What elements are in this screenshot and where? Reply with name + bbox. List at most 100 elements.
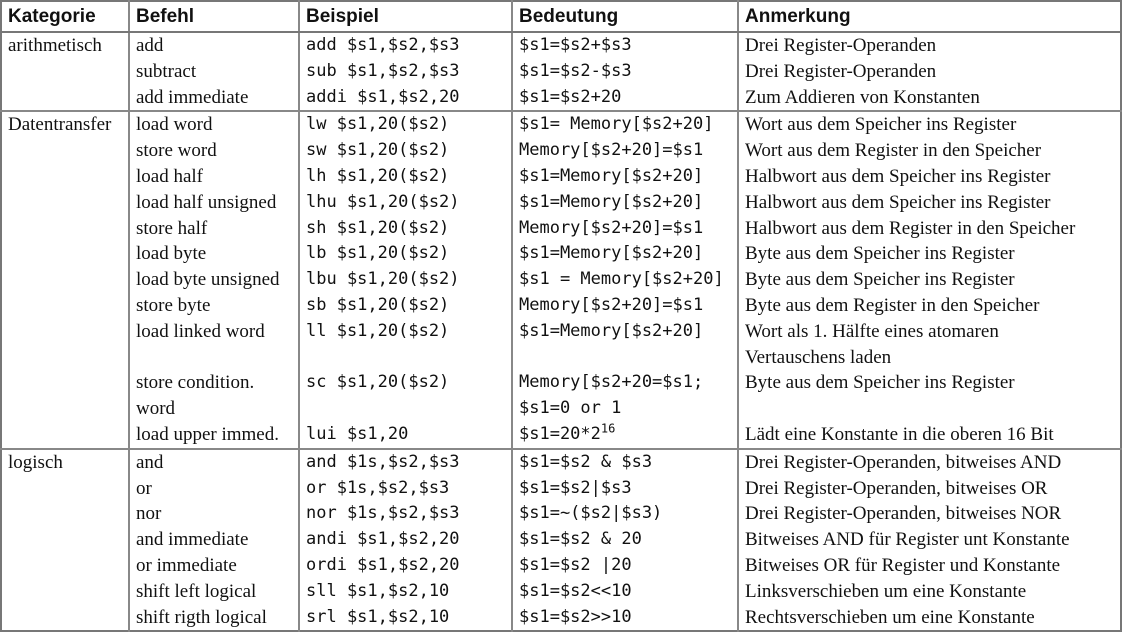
- table-row: and immediate andi $s1,$s2,20 $s1=$s2 & 20…: [1, 527, 1121, 553]
- cell-anmerkung: Lädt eine Konstante in die oberen 16 Bit: [737, 421, 1121, 449]
- table-row: load upper immed. lui $s1,20 $s1=20*216 Läd…: [1, 421, 1121, 449]
- exponent: 16: [600, 421, 616, 436]
- cell-kategorie: [1, 267, 129, 293]
- bedeutung-text: Memory[$s2+20]=$s1: [519, 294, 704, 315]
- cell-anmerkung: Zum Addieren von Konstanten: [737, 84, 1121, 112]
- cell-kategorie: [1, 501, 129, 527]
- cell-kategorie: [1, 476, 129, 502]
- cell-anmerkung: Drei Register-Operanden, bitweises AND: [737, 447, 1121, 476]
- cell-beispiel: sub $s1,$s2,$s3: [298, 58, 512, 85]
- table-row: shift rigth logical srl $s1,$s2,10 $s1=$s2…: [1, 604, 1121, 632]
- cell-befehl: load half unsigned: [128, 189, 299, 216]
- cell-beispiel: nor $1s,$s2,$s3: [298, 501, 512, 528]
- cell-anmerkung: Linksverschieben um eine Konstante: [737, 578, 1121, 605]
- cell-anmerkung: Bitweises OR für Register und Konstante: [737, 552, 1121, 579]
- table-row: load byte unsigned lbu $s1,20($s2) $s1 = M…: [1, 267, 1121, 293]
- cell-beispiel: lhu $s1,20($s2): [298, 189, 512, 216]
- cell-bedeutung: $s1=~($s2|$s3): [511, 501, 738, 528]
- cell-befehl: store byte: [128, 292, 299, 319]
- cell-befehl: shift rigth logical: [128, 604, 299, 632]
- cell-befehl: shift left logical: [128, 578, 299, 605]
- cell-bedeutung: $s1=Memory[$s2+20]: [511, 241, 738, 268]
- cell-anmerkung: Rechtsverschieben um eine Konstante: [737, 604, 1121, 632]
- cell-anmerkung: Byte aus dem Speicher ins Register: [737, 370, 1121, 422]
- cell-beispiel: lh $s1,20($s2): [298, 163, 512, 190]
- cell-beispiel: add $s1,$s2,$s3: [298, 31, 512, 59]
- bedeutung-text: $s1=$s2 & 20: [519, 529, 642, 550]
- cell-kategorie: arithmetisch: [1, 31, 129, 59]
- cell-bedeutung: $s1=$s2>>10: [511, 604, 738, 632]
- cell-beispiel: lbu $s1,20($s2): [298, 267, 512, 293]
- cell-anmerkung: Drei Register-Operanden: [737, 58, 1121, 85]
- cell-befehl: add immediate: [128, 84, 299, 112]
- table-row: arithmetisch add add $s1,$s2,$s3 $s1=$s2+$s…: [1, 31, 1121, 59]
- cell-anmerkung: Halbwort aus dem Speicher ins Register: [737, 163, 1121, 190]
- cell-befehl: nor: [128, 501, 299, 528]
- cell-bedeutung: Memory[$s2+20]=$s1: [511, 292, 738, 319]
- cell-befehl: load byte unsigned: [128, 267, 299, 293]
- cell-bedeutung: $s1=$s2 & $s3: [511, 447, 738, 476]
- cell-befehl: load byte: [128, 241, 299, 268]
- cell-beispiel: ordi $s1,$s2,20: [298, 552, 512, 579]
- cell-beispiel: sh $s1,20($s2): [298, 215, 512, 242]
- cell-anmerkung: Drei Register-Operanden, bitweises OR: [737, 475, 1121, 502]
- cell-anmerkung: Bitweises AND für Register unt Konstante: [737, 527, 1121, 553]
- cell-kategorie: [1, 59, 129, 85]
- cell-kategorie: Datentransfer: [1, 110, 129, 139]
- cell-kategorie: [1, 527, 129, 553]
- cell-anmerkung: Drei Register-Operanden, bitweises NOR: [737, 501, 1121, 528]
- cell-kategorie: [1, 579, 129, 605]
- cell-befehl: subtract: [128, 58, 299, 85]
- cell-befehl: store word: [128, 138, 299, 164]
- cell-bedeutung: Memory[$s2+20]=$s1: [511, 138, 738, 164]
- cell-befehl: or: [128, 475, 299, 502]
- cell-befehl: load word: [128, 110, 299, 139]
- cell-kategorie: [1, 319, 129, 371]
- cell-kategorie: [1, 190, 129, 216]
- table-row: store condition. word sc $s1,20($s2) Memor…: [1, 370, 1121, 422]
- cell-bedeutung: $s1=$s2+$s3: [511, 31, 738, 59]
- cell-befehl: store condition. word: [128, 370, 299, 422]
- cell-bedeutung: Memory[$s2+20=$s1; $s1=0 or 1: [511, 370, 738, 422]
- cell-kategorie: [1, 370, 129, 422]
- cell-beispiel: lw $s1,20($s2): [298, 110, 512, 139]
- table-row: store word sw $s1,20($s2) Memory[$s2+20]=$…: [1, 138, 1121, 164]
- bedeutung-text: $s1=$s2>>10: [519, 606, 632, 627]
- cell-beispiel: srl $s1,$s2,10: [298, 604, 512, 632]
- header-anmerkung: Anmerkung: [737, 1, 1121, 33]
- cell-kategorie: [1, 553, 129, 579]
- cell-befehl: and immediate: [128, 527, 299, 553]
- cell-kategorie: [1, 216, 129, 242]
- cell-befehl: load linked word: [128, 318, 299, 371]
- bedeutung-text: Memory[$s2+20]=$s1: [519, 140, 704, 161]
- cell-beispiel: ll $s1,20($s2): [298, 318, 512, 371]
- cell-befehl: load upper immed.: [128, 421, 299, 449]
- bedeutung-text: $s1=20*2: [519, 423, 601, 444]
- cell-beispiel: sc $s1,20($s2): [298, 370, 512, 422]
- bedeutung-text: $s1=$s2<<10: [519, 580, 632, 601]
- table-row: store byte sb $s1,20($s2) Memory[$s2+20]=$…: [1, 292, 1121, 319]
- cell-beispiel: sb $s1,20($s2): [298, 292, 512, 319]
- cell-bedeutung: Memory[$s2+20]=$s1: [511, 215, 738, 242]
- cell-beispiel: addi $s1,$s2,20: [298, 84, 512, 112]
- cell-kategorie: [1, 293, 129, 319]
- cell-beispiel: lb $s1,20($s2): [298, 241, 512, 268]
- cell-kategorie: logisch: [1, 447, 129, 476]
- bedeutung-text: $s1=$s2-$s3: [519, 60, 632, 81]
- table-row: nor nor $1s,$s2,$s3 $s1=~($s2|$s3) Drei Reg…: [1, 501, 1121, 528]
- cell-befehl: load half: [128, 163, 299, 190]
- cell-kategorie: [1, 138, 129, 164]
- cell-beispiel: and $1s,$s2,$s3: [298, 447, 512, 476]
- table-row: load half unsigned lhu $s1,20($s2) $s1=Mem…: [1, 189, 1121, 216]
- header-bedeutung: Bedeutung: [511, 1, 738, 33]
- bedeutung-text: Memory[$s2+20]=$s1: [519, 217, 704, 238]
- header-kategorie: Kategorie: [1, 1, 129, 33]
- cell-anmerkung: Byte aus dem Speicher ins Register: [737, 241, 1121, 268]
- header-befehl: Befehl: [128, 1, 299, 33]
- cell-bedeutung: $s1 = Memory[$s2+20]: [511, 267, 738, 293]
- cell-bedeutung: $s1=Memory[$s2+20]: [511, 189, 738, 216]
- table-row: subtract sub $s1,$s2,$s3 $s1=$s2-$s3 Drei R…: [1, 58, 1121, 85]
- cell-bedeutung: $s1=Memory[$s2+20]: [511, 163, 738, 190]
- cell-kategorie: [1, 241, 129, 267]
